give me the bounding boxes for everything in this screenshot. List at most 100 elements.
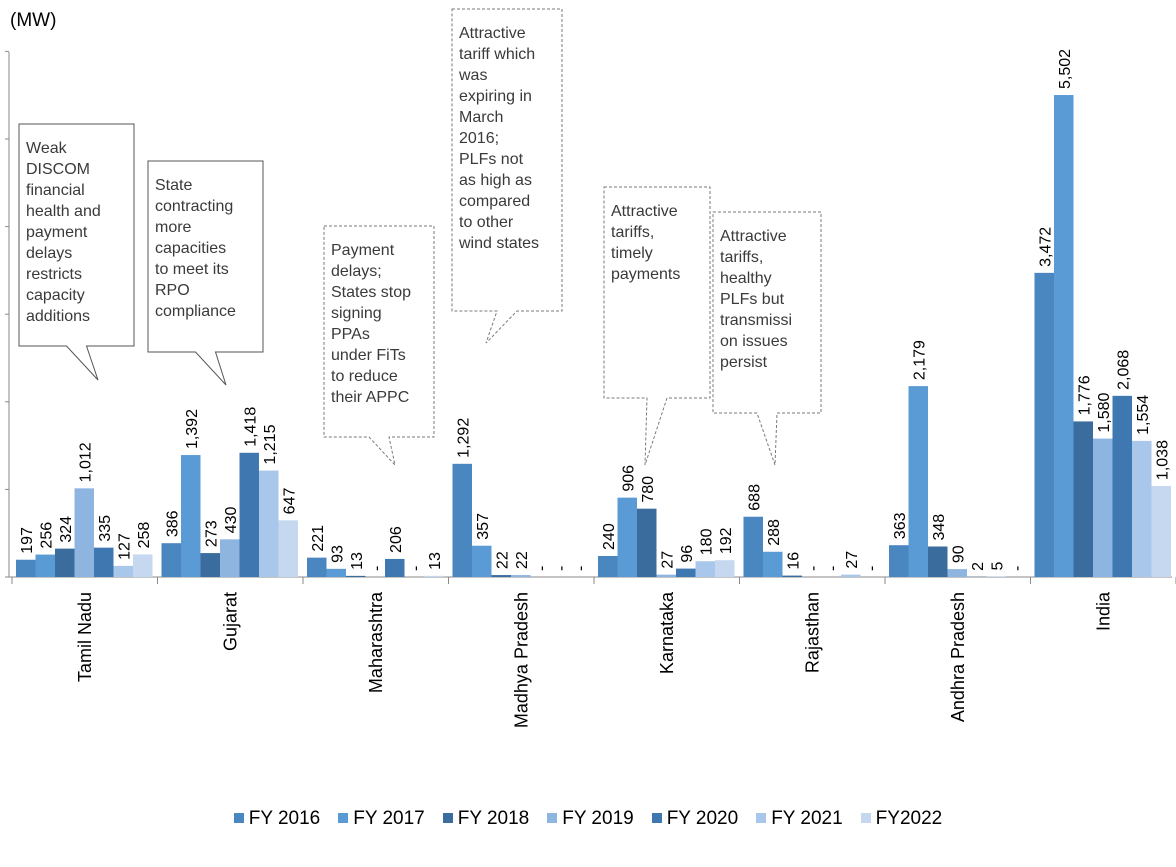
data-label: 96 xyxy=(679,545,696,563)
data-label: 93 xyxy=(329,545,346,563)
annotation-line: capacities xyxy=(155,240,227,257)
data-label: 780 xyxy=(640,476,657,503)
bar xyxy=(161,543,181,577)
annotation-text: State contracting more capacities to meet it… xyxy=(155,175,260,322)
annotation-line: restricts xyxy=(26,266,82,283)
data-label: - xyxy=(805,566,822,571)
legend-label: FY 2016 xyxy=(248,808,321,829)
annotation-line: Attractive xyxy=(459,25,526,42)
bar xyxy=(113,565,133,577)
category-label: Andhra Pradesh xyxy=(948,592,968,722)
annotation-line: transmissi xyxy=(720,312,793,329)
callout-box xyxy=(603,186,711,466)
legend-swatch xyxy=(338,813,349,823)
legend-swatch xyxy=(756,813,767,823)
data-label: 324 xyxy=(58,516,75,543)
annotation-line: additions xyxy=(26,308,91,325)
bar xyxy=(472,545,492,577)
data-label: 1,012 xyxy=(77,442,94,482)
annotation-line: tariff which xyxy=(459,46,536,63)
callout-box xyxy=(712,211,822,466)
bar xyxy=(55,548,75,577)
bar xyxy=(511,575,531,577)
bars xyxy=(16,95,1171,577)
annotation-line: on issues xyxy=(720,333,788,350)
annotation-line: to meet its xyxy=(155,261,229,278)
annotation-line: PPAs xyxy=(331,326,370,343)
data-label: - xyxy=(368,566,385,571)
legend-label: FY 2021 xyxy=(771,808,843,829)
annotation-text: Attractive tariff which was expiring in Marc… xyxy=(459,23,559,254)
data-label: 273 xyxy=(203,520,220,547)
annotation-line: signing xyxy=(331,305,382,322)
annotation-line: Payment xyxy=(331,242,395,259)
data-label: 288 xyxy=(766,519,783,546)
bar xyxy=(181,455,201,577)
legend-swatch xyxy=(547,813,558,823)
bar xyxy=(743,516,763,577)
bar xyxy=(598,555,618,577)
data-label: - xyxy=(863,566,880,571)
category-label: Karnataka xyxy=(657,591,677,674)
bar xyxy=(1054,95,1074,577)
annotation-line: their APPC xyxy=(331,389,410,406)
legend-label: FY 2020 xyxy=(666,808,739,829)
callout-box xyxy=(18,123,135,381)
annotation-line: State xyxy=(155,177,193,194)
annotation-line: Attractive xyxy=(611,203,678,220)
data-label: 27 xyxy=(659,551,676,569)
data-label: 1,292 xyxy=(455,418,472,458)
data-label: 1,215 xyxy=(262,424,279,464)
bar xyxy=(637,508,657,577)
annotation-text: Attractive tariffs, healthy PLFs but transmi… xyxy=(720,226,818,373)
annotation-line: PLFs but xyxy=(720,291,785,308)
category-label: India xyxy=(1093,591,1113,631)
data-label: 386 xyxy=(164,510,181,537)
bar xyxy=(424,575,444,577)
annotation-line: wind states xyxy=(459,235,540,252)
data-label: 5,502 xyxy=(1057,49,1074,89)
annotation-line: was xyxy=(459,67,488,84)
legend: FY 2016 FY 2017 FY 2018 FY 2019 FY 2020 FY 20… xyxy=(0,808,1176,830)
data-label: 22 xyxy=(514,551,531,569)
data-label: - xyxy=(824,566,841,571)
annotation-line: contracting xyxy=(155,198,234,215)
callout-shapes xyxy=(18,8,822,467)
annotation-line: March xyxy=(459,109,504,126)
bar xyxy=(656,574,676,577)
bar xyxy=(889,545,909,577)
annotation-line: healthy xyxy=(720,270,772,287)
category-label: Madhya Pradesh xyxy=(511,592,531,728)
bar xyxy=(35,554,55,577)
data-label: 647 xyxy=(281,488,298,515)
data-label: 27 xyxy=(844,551,861,569)
data-label: - xyxy=(533,566,550,571)
data-label: 240 xyxy=(601,523,618,550)
bar xyxy=(1093,438,1113,577)
annotation-line: health and xyxy=(26,203,101,220)
category-label: Maharashtra xyxy=(366,591,386,693)
callout-box xyxy=(323,225,435,467)
bar xyxy=(676,568,696,577)
data-label: 180 xyxy=(698,528,715,555)
annotation-line: delays; xyxy=(331,263,382,280)
legend-swatch xyxy=(233,813,244,823)
data-label: 258 xyxy=(136,522,153,549)
annotation-line: payment xyxy=(26,224,88,241)
annotation-line: DISCOM xyxy=(26,161,90,178)
legend-item: FY 2019 xyxy=(547,808,634,830)
annotation-line: timely xyxy=(611,245,653,262)
bar xyxy=(452,463,472,577)
y-unit-label: (MW) xyxy=(10,10,57,31)
category-label: Gujarat xyxy=(220,592,240,651)
data-label: - xyxy=(407,566,424,571)
data-label: 906 xyxy=(620,465,637,492)
annotation-line: capacity xyxy=(26,287,85,304)
bar xyxy=(1112,395,1132,577)
bar xyxy=(715,560,735,577)
bar xyxy=(1034,272,1054,577)
data-label: 1,392 xyxy=(184,409,201,449)
bar xyxy=(908,386,928,577)
bar xyxy=(239,452,259,577)
data-label: 206 xyxy=(388,526,405,553)
